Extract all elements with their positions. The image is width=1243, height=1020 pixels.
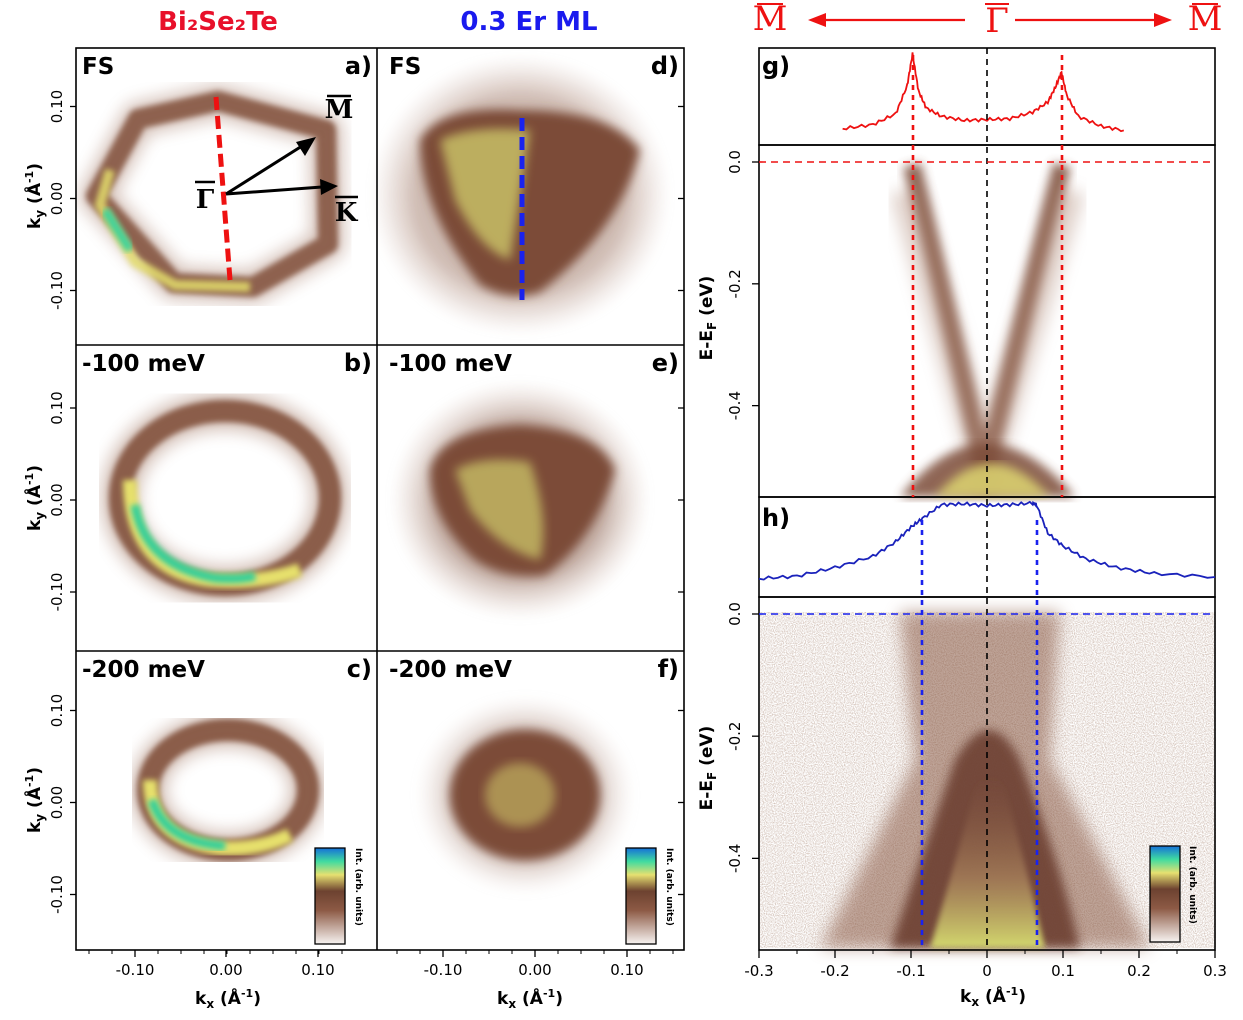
wide-kx-tick-label: -0.1 xyxy=(896,962,925,980)
panel-c-data xyxy=(130,712,326,868)
colorbar-left: Int. (arb. units) xyxy=(314,847,363,945)
title-left: Bi₂Se₂Te xyxy=(158,7,278,37)
svg-text:E-EF (eV): E-EF (eV) xyxy=(697,276,719,361)
panel-f-data xyxy=(415,695,635,895)
kx-axis-label-left: kx (Å-1) xyxy=(195,986,261,1011)
kx-tick-label: -0.10 xyxy=(424,961,463,979)
energy-label-a: FS xyxy=(82,54,114,80)
ky-axis-label-a: ky (Å-1) xyxy=(22,163,47,229)
cut-line-red xyxy=(213,96,233,281)
kx-tick-label: 0.00 xyxy=(209,961,242,979)
e-tick-label: -0.4 xyxy=(726,844,744,873)
title-middle: 0.3 Er ML xyxy=(460,7,597,37)
colorbar-right: Int. (arb. units) xyxy=(1149,845,1197,943)
panel-a-data xyxy=(79,84,345,304)
energy-label-c: -200 meV xyxy=(82,657,205,683)
ky-axes: 0.10 0.00 -0.10 0.10 0.00 -0.10 0.10 0.00 -0.10 xyxy=(48,90,684,914)
e-axis-label-g: E-EF (eV) xyxy=(697,276,719,361)
panel-letter-a: a) xyxy=(345,52,372,80)
direction-header: M Γ M xyxy=(753,0,1223,41)
panel-b-data xyxy=(101,392,349,604)
energy-axes: 0.0 -0.2 -0.4 0.0 -0.2 -0.4 xyxy=(726,150,759,873)
wide-kx-tick-label: 0.3 xyxy=(1203,962,1227,980)
guides-right xyxy=(759,48,1215,950)
e-tick-label: 0.0 xyxy=(726,150,744,174)
wide-kx-tick-label: 0 xyxy=(982,962,992,980)
dir-m-right: M xyxy=(1188,0,1223,39)
e-tick-label: -0.4 xyxy=(726,391,744,420)
e-tick-label: -0.2 xyxy=(726,722,744,751)
panel-letter-f: f) xyxy=(658,655,679,683)
wide-kx-tick-label: 0.1 xyxy=(1051,962,1075,980)
wide-kx-axis: -0.3 -0.2 -0.1 0 0.1 0.2 0.3 xyxy=(744,950,1227,980)
svg-text:E-EF (eV): E-EF (eV) xyxy=(697,726,719,811)
svg-text:ky (Å-1): ky (Å-1) xyxy=(22,163,47,229)
e-tick-label: 0.0 xyxy=(726,602,744,626)
ky-tick-label: -0.10 xyxy=(48,271,66,310)
energy-label-f: -200 meV xyxy=(389,657,512,683)
panel-letter-b: b) xyxy=(344,349,372,377)
ky-tick-label: 0.00 xyxy=(48,483,66,516)
frame-left-grid xyxy=(75,47,685,951)
bz-m-label: M xyxy=(325,95,354,125)
kx-axis-label-right: kx (Å-1) xyxy=(960,984,1026,1009)
svg-text:ky (Å-1): ky (Å-1) xyxy=(22,767,47,833)
kx-tick-label: 0.00 xyxy=(518,961,551,979)
mdc-curve-g xyxy=(842,52,1125,133)
svg-text:ky (Å-1): ky (Å-1) xyxy=(22,465,47,531)
panel-letter-d: d) xyxy=(651,52,679,80)
energy-label-d: FS xyxy=(389,54,421,80)
mdc-curve-h xyxy=(758,500,1216,581)
e-tick-label: -0.2 xyxy=(726,269,744,298)
panel-e-data xyxy=(390,380,650,620)
svg-text:Int. (arb. units): Int. (arb. units) xyxy=(1187,846,1197,924)
ky-tick-label: 0.00 xyxy=(48,786,66,819)
dir-gamma: Γ xyxy=(985,1,1009,41)
kx-tick-label: 0.10 xyxy=(610,961,643,979)
panel-letter-g: g) xyxy=(762,52,790,80)
wide-kx-tick-label: -0.2 xyxy=(820,962,849,980)
kx-axes: -0.10 0.00 0.10 -0.10 0.00 0.10 xyxy=(88,950,674,979)
panel-labels-left: FS a) -100 meV b) -200 meV c) FS d) -100… xyxy=(82,52,679,683)
kx-axis-label-middle: kx (Å-1) xyxy=(497,986,563,1011)
ky-tick-label: -0.10 xyxy=(48,875,66,914)
ky-tick-label: 0.00 xyxy=(48,182,66,215)
ky-axis-label-c: ky (Å-1) xyxy=(22,767,47,833)
kx-tick-label: -0.10 xyxy=(116,961,155,979)
svg-text:Int. (arb. units): Int. (arb. units) xyxy=(353,848,363,926)
panel-letter-e: e) xyxy=(652,349,679,377)
energy-label-b: -100 meV xyxy=(82,351,205,377)
colorbar-middle: Int. (arb. units) xyxy=(625,847,674,945)
kx-tick-label: 0.10 xyxy=(301,961,334,979)
ky-axis-label-b: ky (Å-1) xyxy=(22,465,47,531)
bz-vectors: Γ M K xyxy=(195,94,359,228)
wide-kx-tick-label: -0.3 xyxy=(744,962,773,980)
bz-gamma-label: Γ xyxy=(196,185,215,215)
dir-m-left: M xyxy=(753,0,788,39)
e-axis-label-h: E-EF (eV) xyxy=(697,726,719,811)
ky-tick-label: 0.10 xyxy=(48,391,66,424)
ky-tick-label: 0.10 xyxy=(48,694,66,727)
svg-text:Int. (arb. units): Int. (arb. units) xyxy=(664,848,674,926)
ky-tick-label: -0.10 xyxy=(48,573,66,612)
panel-letter-c: c) xyxy=(347,655,372,683)
panel-letter-h: h) xyxy=(762,504,790,532)
ky-tick-label: 0.10 xyxy=(48,90,66,123)
energy-label-e: -100 meV xyxy=(389,351,512,377)
panel-h-dispersion xyxy=(760,612,1216,948)
bz-k-label: K xyxy=(335,198,359,228)
wide-kx-tick-label: 0.2 xyxy=(1127,962,1151,980)
